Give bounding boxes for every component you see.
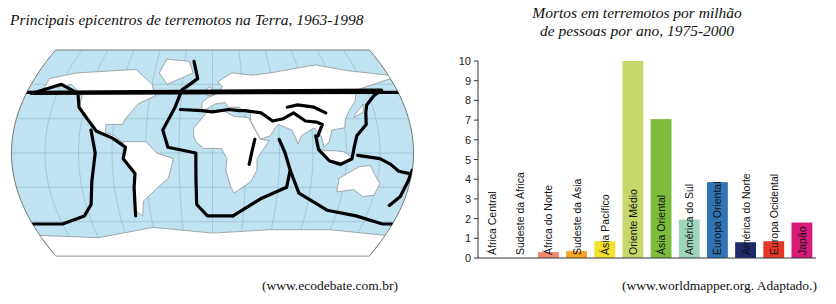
chart-source: (www.worldmapper.org. Adaptado.) <box>622 278 817 293</box>
category-label: América do Sul <box>683 184 695 255</box>
epicenter-belt <box>389 170 412 205</box>
x-axis <box>478 258 816 259</box>
land <box>40 227 385 256</box>
y-tick-label: 8 <box>465 94 471 106</box>
y-tick <box>474 218 478 219</box>
epicenter-belt <box>358 155 410 173</box>
y-tick <box>474 120 478 121</box>
y-tick <box>474 258 478 259</box>
epicenter-belt <box>33 130 96 224</box>
y-tick-label: 2 <box>465 213 471 225</box>
category-label: Japão <box>796 226 808 255</box>
category-label: Ásia Pacífico <box>599 194 611 255</box>
category-label: Sudeste da África <box>514 172 526 255</box>
category-label: África Central <box>486 191 498 255</box>
epicenter-belt <box>180 110 322 136</box>
category-label: Europa Oriental <box>711 181 723 255</box>
bar <box>651 119 672 258</box>
y-tick-label: 4 <box>465 173 471 185</box>
map-body <box>12 50 414 256</box>
land <box>194 111 270 193</box>
epicenter-belt <box>290 170 392 224</box>
epicenter-belt <box>27 90 382 164</box>
map-title: Principais epicentros de terremotos na T… <box>9 11 364 28</box>
y-tick <box>474 80 478 81</box>
y-tick-label: 3 <box>465 193 471 205</box>
y-tick-label: 0 <box>465 252 471 264</box>
y-tick <box>474 198 478 199</box>
epicenter-belt <box>31 84 398 216</box>
bar <box>792 223 813 258</box>
category-label: Europa Ocidental <box>768 174 780 255</box>
chart-title: de pessoas por ano, 1975-2000 <box>540 22 734 39</box>
y-tick-label: 1 <box>465 232 471 244</box>
y-tick-label: 5 <box>465 154 471 166</box>
epicenter-belt <box>233 139 290 216</box>
y-tick-label: 9 <box>465 75 471 87</box>
category-label: África do Norte <box>542 185 554 255</box>
y-tick <box>474 139 478 140</box>
category-label: América do Norte <box>740 173 752 255</box>
y-tick <box>474 100 478 101</box>
category-label: Sudeste da Ásia <box>571 178 583 255</box>
bar <box>623 61 644 258</box>
bar <box>707 182 728 258</box>
map-source: (www.ecodebate.com.br) <box>262 278 398 293</box>
land <box>159 59 193 84</box>
y-tick <box>474 61 478 62</box>
y-tick <box>474 238 478 239</box>
graticule <box>212 50 213 256</box>
land <box>123 142 173 216</box>
y-tick <box>474 179 478 180</box>
epicenter-belt <box>249 139 255 164</box>
y-axis <box>478 61 479 258</box>
map-ocean <box>12 50 414 256</box>
graticule <box>179 50 186 256</box>
category-label: Oriente Médio <box>627 189 639 255</box>
canvas: Principais epicentros de terremotos na T… <box>0 0 836 304</box>
y-tick-label: 10 <box>459 55 471 67</box>
epicenter-belt <box>163 61 233 216</box>
category-label: Ásia Oriental <box>655 195 667 255</box>
land <box>354 104 363 118</box>
epicenter-belt <box>287 105 326 113</box>
y-tick-label: 7 <box>465 114 471 126</box>
y-tick-label: 6 <box>465 134 471 146</box>
land <box>337 166 380 197</box>
chart-title: Mortos em terremotos por milhão <box>531 4 742 21</box>
y-tick <box>474 159 478 160</box>
